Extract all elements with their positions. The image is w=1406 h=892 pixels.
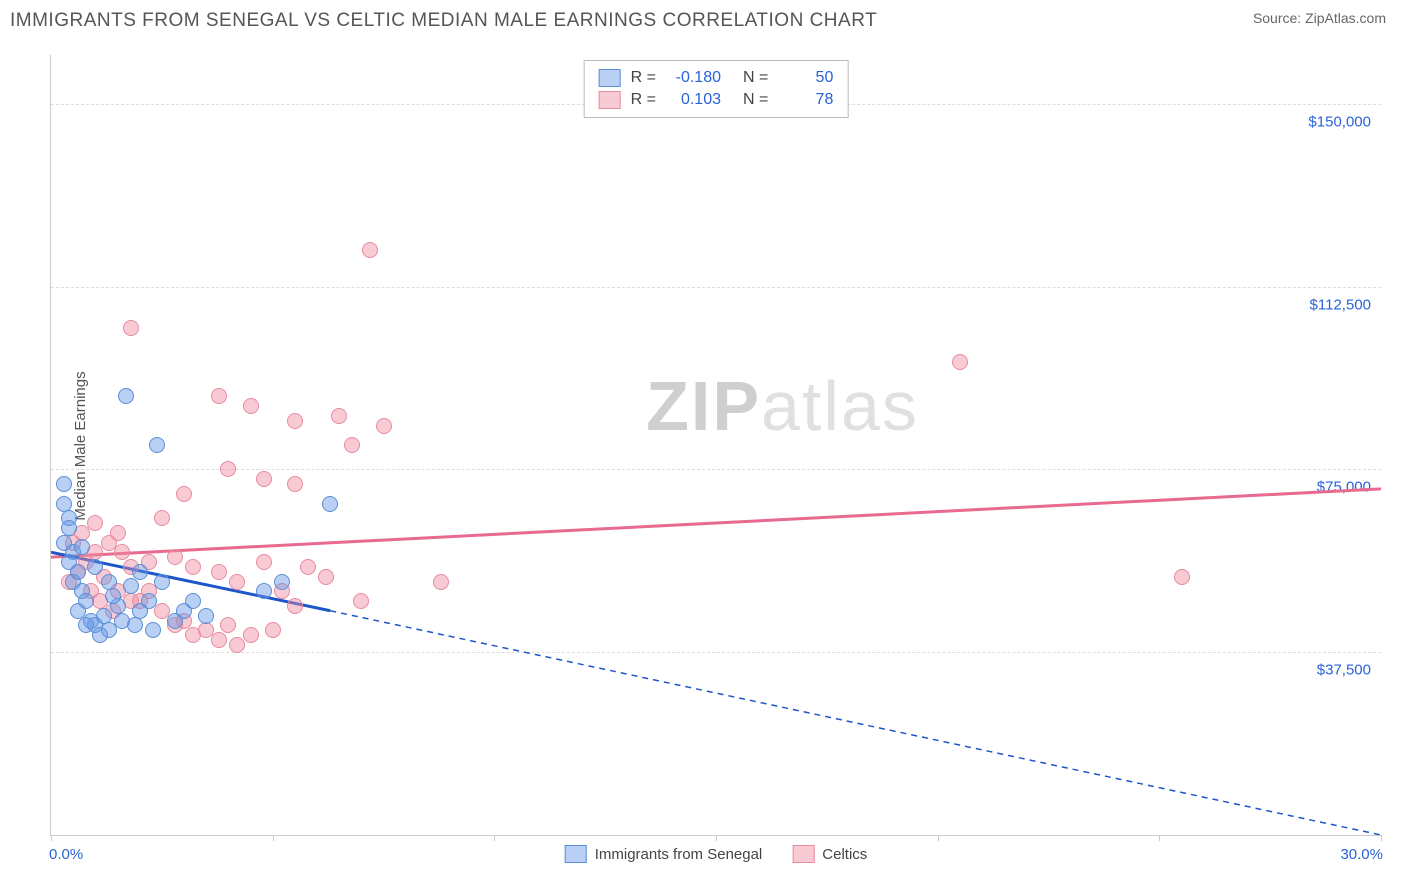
- data-point-pink: [229, 637, 245, 653]
- data-point-pink: [287, 413, 303, 429]
- data-point-pink: [300, 559, 316, 575]
- data-point-pink: [243, 627, 259, 643]
- chart-title: IMMIGRANTS FROM SENEGAL VS CELTIC MEDIAN…: [10, 10, 877, 32]
- stats-legend-row: R = -0.180 N = 50: [599, 67, 834, 89]
- data-point-pink: [256, 471, 272, 487]
- data-point-pink: [211, 564, 227, 580]
- x-tick: [494, 835, 495, 841]
- data-point-pink: [211, 632, 227, 648]
- data-point-blue: [256, 583, 272, 599]
- data-point-pink: [185, 627, 201, 643]
- data-point-blue: [78, 617, 94, 633]
- data-point-blue: [149, 437, 165, 453]
- x-tick: [51, 835, 52, 841]
- data-point-pink: [167, 549, 183, 565]
- data-point-pink: [87, 515, 103, 531]
- y-tick-label: $75,000: [1317, 479, 1371, 496]
- data-point-pink: [331, 408, 347, 424]
- data-point-pink: [211, 388, 227, 404]
- data-point-blue: [141, 593, 157, 609]
- x-axis-start-label: 0.0%: [49, 846, 83, 863]
- data-point-pink: [229, 574, 245, 590]
- source-attribution: Source: ZipAtlas.com: [1253, 10, 1386, 26]
- data-point-pink: [318, 569, 334, 585]
- data-point-blue: [61, 520, 77, 536]
- legend-swatch: [792, 845, 814, 863]
- data-point-blue: [185, 593, 201, 609]
- y-tick-label: $150,000: [1308, 113, 1371, 130]
- legend-label: Immigrants from Senegal: [595, 846, 763, 863]
- y-tick-label: $37,500: [1317, 662, 1371, 679]
- data-point-pink: [265, 622, 281, 638]
- x-tick: [1381, 835, 1382, 841]
- r-value: 0.103: [666, 91, 721, 109]
- r-label: R =: [631, 69, 656, 87]
- n-value: 78: [778, 91, 833, 109]
- n-label: N =: [743, 69, 768, 87]
- data-point-blue: [101, 574, 117, 590]
- data-point-blue: [322, 496, 338, 512]
- data-point-blue: [105, 588, 121, 604]
- legend-item: Celtics: [792, 845, 867, 863]
- r-value: -0.180: [666, 69, 721, 87]
- x-tick: [716, 835, 717, 841]
- trend-lines: [51, 55, 1381, 835]
- data-point-pink: [344, 437, 360, 453]
- data-point-pink: [353, 593, 369, 609]
- legend-swatch: [565, 845, 587, 863]
- data-point-blue: [92, 627, 108, 643]
- data-point-pink: [362, 242, 378, 258]
- legend-swatch: [599, 69, 621, 87]
- gridline: [51, 287, 1381, 288]
- data-point-blue: [198, 608, 214, 624]
- data-point-pink: [185, 559, 201, 575]
- stats-legend-row: R = 0.103 N = 78: [599, 89, 834, 111]
- y-tick-label: $112,500: [1310, 296, 1371, 313]
- data-point-blue: [123, 578, 139, 594]
- r-label: R =: [631, 91, 656, 109]
- x-tick: [1159, 835, 1160, 841]
- data-point-pink: [433, 574, 449, 590]
- legend-label: Celtics: [822, 846, 867, 863]
- data-point-pink: [256, 554, 272, 570]
- data-point-blue: [118, 388, 134, 404]
- legend-item: Immigrants from Senegal: [565, 845, 763, 863]
- x-tick: [938, 835, 939, 841]
- data-point-pink: [220, 461, 236, 477]
- data-point-blue: [74, 539, 90, 555]
- data-point-pink: [114, 544, 130, 560]
- data-point-blue: [127, 617, 143, 633]
- stats-legend: R = -0.180 N = 50 R = 0.103 N = 78: [584, 60, 849, 118]
- data-point-pink: [952, 354, 968, 370]
- data-point-pink: [376, 418, 392, 434]
- data-point-pink: [176, 486, 192, 502]
- gridline: [51, 652, 1381, 653]
- x-axis-end-label: 30.0%: [1340, 846, 1383, 863]
- data-point-blue: [274, 574, 290, 590]
- chart-plot-area: ZIPatlas $37,500$75,000$112,500$150,000 …: [50, 55, 1381, 836]
- data-point-blue: [154, 574, 170, 590]
- watermark: ZIPatlas: [646, 366, 919, 446]
- data-point-pink: [1174, 569, 1190, 585]
- data-point-pink: [287, 476, 303, 492]
- x-tick: [273, 835, 274, 841]
- data-point-pink: [287, 598, 303, 614]
- n-value: 50: [778, 69, 833, 87]
- gridline: [51, 469, 1381, 470]
- data-point-blue: [56, 476, 72, 492]
- legend-swatch: [599, 91, 621, 109]
- data-point-pink: [154, 510, 170, 526]
- data-point-blue: [132, 564, 148, 580]
- data-point-pink: [243, 398, 259, 414]
- data-point-blue: [145, 622, 161, 638]
- data-point-blue: [87, 559, 103, 575]
- series-legend: Immigrants from Senegal Celtics: [565, 845, 868, 863]
- data-point-pink: [123, 320, 139, 336]
- data-point-blue: [56, 496, 72, 512]
- n-label: N =: [743, 91, 768, 109]
- data-point-pink: [220, 617, 236, 633]
